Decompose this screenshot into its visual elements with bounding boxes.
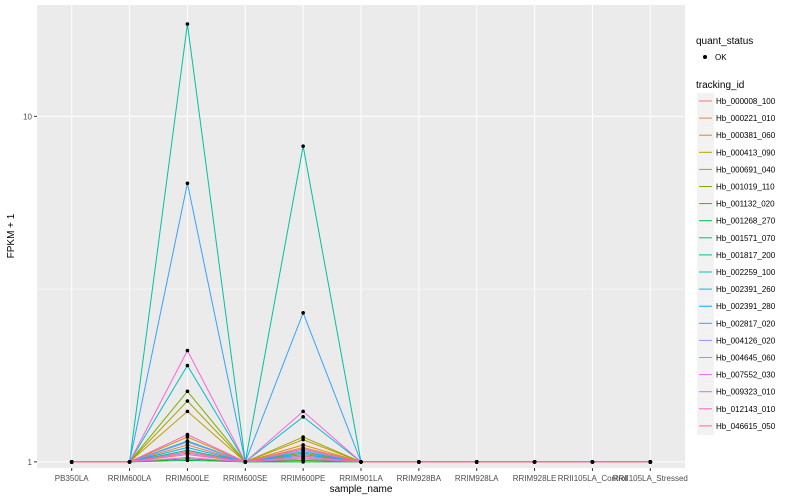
data-point xyxy=(301,415,305,419)
legend-label-hb-002391-280: Hb_002391_280 xyxy=(716,302,776,311)
points-layer xyxy=(69,22,653,464)
legend-label-hb-009323-010: Hb_009323_010 xyxy=(716,388,776,397)
data-point xyxy=(185,455,190,460)
data-point xyxy=(301,443,305,447)
legend-label-hb-000691-040: Hb_000691_040 xyxy=(716,165,776,174)
data-point xyxy=(301,457,305,461)
data-point xyxy=(301,447,305,451)
data-point xyxy=(127,460,132,464)
data-point xyxy=(185,432,190,437)
legend-label-hb-001132-020: Hb_001132_020 xyxy=(716,200,775,209)
x-tick-label: PB350LA xyxy=(55,474,89,483)
data-point xyxy=(359,460,363,464)
data-point xyxy=(185,443,190,447)
data-point xyxy=(532,460,537,464)
x-tick-label: RRIM600PE xyxy=(281,474,325,483)
data-point xyxy=(301,409,305,414)
legend-label-hb-004126-020: Hb_004126_020 xyxy=(716,336,776,345)
y-axis-title: FPKM + 1 xyxy=(6,213,17,258)
legend-label-hb-012143-010: Hb_012143_010 xyxy=(716,405,776,414)
data-point xyxy=(185,445,190,450)
x-tick-label: RRIM901LA xyxy=(339,474,383,483)
data-point xyxy=(185,449,190,454)
x-tick-label: RRIM600LA xyxy=(108,474,152,483)
data-point xyxy=(185,399,190,403)
data-point xyxy=(185,440,190,445)
x-axis-title: sample_name xyxy=(330,484,393,495)
data-point xyxy=(185,458,190,463)
data-point xyxy=(301,437,305,442)
x-tick-label: RRII105LA_Stressed xyxy=(613,474,688,483)
y-tick-label: 10 xyxy=(23,112,32,121)
data-point xyxy=(590,460,595,464)
data-point xyxy=(185,181,190,186)
data-point xyxy=(185,389,190,394)
legend-label-hb-001817-200: Hb_001817_200 xyxy=(716,251,776,260)
legend-items: Hb_000008_100 Hb_000221_010 Hb_000381_060 H… xyxy=(697,93,776,435)
data-point xyxy=(301,144,305,148)
data-point xyxy=(185,363,190,368)
data-point xyxy=(69,460,74,464)
x-tick-label: RRII105LA_Control xyxy=(558,474,628,483)
data-point xyxy=(417,460,421,464)
legend-label-hb-000008-100: Hb_000008_100 xyxy=(716,97,776,106)
y-tick-label: 1 xyxy=(28,458,33,467)
legend-label-hb-001019-110: Hb_001019_110 xyxy=(716,183,775,192)
data-point xyxy=(185,348,190,353)
legend-label-ok: OK xyxy=(715,53,727,62)
data-point xyxy=(185,409,190,414)
axis-layer: 1 10 PB350LA RRIM600LA RRIM600LE RRIM600SE RRI… xyxy=(23,112,688,483)
legend-label-hb-002817-020: Hb_002817_020 xyxy=(716,319,776,328)
data-point xyxy=(301,435,305,439)
data-point xyxy=(185,22,190,26)
legend-label-hb-002259-100: Hb_002259_100 xyxy=(716,268,776,277)
data-point xyxy=(301,454,305,458)
data-point xyxy=(243,460,248,464)
data-point xyxy=(185,435,190,439)
legend-title-tracking-id: tracking_id xyxy=(696,80,744,91)
legend-label-hb-000221-010: Hb_000221_010 xyxy=(716,114,776,123)
legend: quant_status OK tracking_id Hb_000008_10… xyxy=(696,36,776,435)
x-tick-label: RRIM600SE xyxy=(223,474,267,483)
x-tick-label: RRIM600LE xyxy=(166,474,210,483)
legend-label-hb-002391-260: Hb_002391_260 xyxy=(716,285,776,294)
legend-point-ok xyxy=(703,55,707,59)
legend-label-hb-001571-070: Hb_001571_070 xyxy=(716,234,776,243)
x-tick-label: RRIM928LA xyxy=(455,474,499,483)
x-tick-label: RRIM928LE xyxy=(513,474,557,483)
grid-layer xyxy=(37,5,685,468)
legend-label-hb-046615-050: Hb_046615_050 xyxy=(716,422,776,431)
legend-label-hb-000381-060: Hb_000381_060 xyxy=(716,131,776,140)
data-point xyxy=(474,460,479,464)
legend-title-quant-status: quant_status xyxy=(696,36,753,47)
legend-label-hb-004645-060: Hb_004645_060 xyxy=(716,354,776,363)
legend-label-hb-007552-030: Hb_007552_030 xyxy=(716,371,776,380)
legend-label-hb-000413-090: Hb_000413_090 xyxy=(716,148,776,157)
data-point xyxy=(301,460,305,464)
data-point xyxy=(301,311,305,315)
x-tick-label: RRIM928BA xyxy=(397,474,442,483)
data-point xyxy=(648,460,653,464)
legend-label-hb-001268-270: Hb_001268_270 xyxy=(716,217,776,226)
